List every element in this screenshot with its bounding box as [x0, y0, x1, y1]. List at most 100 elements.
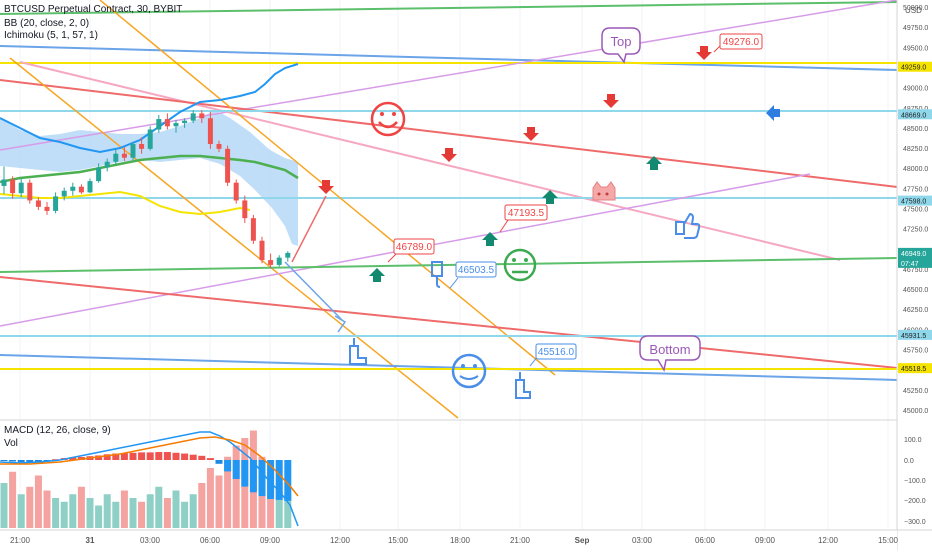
price-label-45516[interactable]: 45516.0 [529, 343, 577, 367]
time-axis[interactable]: 21:00 31 03:00 06:00 09:00 12:00 15:00 18:00 21:… [10, 536, 899, 545]
macd-hist-bar [181, 453, 189, 460]
time-tick-label: 06:00 [200, 536, 221, 545]
candle[interactable] [259, 236, 265, 264]
top-callout[interactable]: Top [601, 27, 641, 64]
price-marker: 45518.5 [898, 363, 932, 374]
macd-tick-label: −100.0 [904, 478, 926, 485]
red-projection-arrow[interactable] [291, 195, 327, 263]
candle[interactable] [35, 197, 41, 211]
orange-channel-lower[interactable] [9, 57, 459, 419]
candle[interactable] [96, 163, 102, 183]
buy-signals [369, 156, 662, 282]
blue-trendline-top[interactable] [0, 45, 898, 71]
macd-indicator-label[interactable]: MACD (12, 26, close, 9) [4, 425, 111, 436]
candle[interactable] [44, 202, 50, 215]
candle[interactable] [10, 176, 16, 199]
price-marker-label: 45931.5 [901, 333, 926, 340]
pink-trendline[interactable] [19, 61, 841, 261]
candle[interactable] [250, 214, 256, 244]
blue-projection-path[interactable] [284, 261, 347, 333]
ichimoku-indicator-label[interactable]: Ichimoku (5, 1, 57, 1) [4, 30, 98, 41]
time-tick-label: 15:00 [388, 536, 409, 545]
candle[interactable] [121, 147, 127, 161]
price-tick-label: 47500.0 [903, 206, 928, 213]
price-label-47193[interactable]: 47193.5 [499, 204, 548, 233]
price-axis[interactable]: 50000.0 49750.0 49500.0 49000.0 48750.0 48500… [903, 5, 928, 415]
candle[interactable] [216, 140, 222, 153]
currency-label: USD [905, 6, 922, 15]
macd-hist-bar [241, 460, 249, 487]
volume-bar [215, 475, 223, 528]
candle[interactable] [164, 113, 170, 130]
macd-hist-bar [69, 457, 77, 460]
candle[interactable] [190, 110, 196, 124]
green-trendline-top[interactable] [0, 1, 898, 15]
candle[interactable] [233, 179, 239, 204]
macd-hist-bar [198, 455, 206, 460]
up-arrow-icon [369, 268, 385, 282]
volume-bar [172, 490, 180, 528]
volume-bar [112, 501, 120, 528]
price-tick-label: 47750.0 [903, 186, 928, 193]
candle[interactable] [113, 149, 119, 165]
candle[interactable] [199, 110, 205, 124]
candle[interactable] [87, 178, 93, 194]
macd-tick-label: −300.0 [904, 519, 926, 526]
bottom-callout[interactable]: Bottom [639, 335, 701, 373]
red-trendline-upper[interactable] [0, 79, 898, 188]
price-label-49276[interactable]: 49276.0 [713, 33, 763, 53]
candle[interactable] [78, 184, 84, 194]
thumbs-up-icon [675, 212, 701, 239]
candle[interactable] [156, 115, 162, 133]
blue-trendline-bottom[interactable] [0, 354, 898, 381]
price-label-45516-text: 45516.0 [538, 347, 575, 358]
time-tick-label: 31 [86, 536, 95, 545]
up-arrow-icon [542, 190, 558, 204]
purple-trendline-upper[interactable] [0, 0, 898, 151]
candle[interactable] [139, 137, 145, 154]
price-marker-label: 49259.0 [901, 65, 926, 72]
macd-hist-bar [103, 454, 111, 460]
price-marker: 46949.0 07:47 [898, 247, 932, 268]
macd-hist-bar [95, 455, 103, 460]
time-tick-label: Sep [575, 536, 590, 545]
macd-tick-label: 100.0 [904, 437, 922, 444]
vol-indicator-label[interactable]: Vol [4, 438, 18, 449]
smile-emoji-icon [370, 101, 406, 137]
bb-indicator-label[interactable]: BB (20, close, 2, 0) [4, 18, 89, 29]
macd-hist-bar [17, 460, 25, 463]
price-tick-label: 50000.0 [903, 5, 928, 12]
price-label-46503[interactable]: 46503.5 [449, 261, 497, 289]
candle[interactable] [70, 182, 76, 196]
candlesticks[interactable] [1, 110, 291, 269]
neutral-emoji-icon [503, 248, 537, 282]
macd-axis[interactable]: 100.0 0.0 −100.0 −200.0 −300.0 [904, 437, 926, 526]
candle[interactable] [53, 192, 59, 214]
candle[interactable] [242, 195, 248, 223]
up-arrow-icon [482, 232, 498, 246]
drawings[interactable] [0, 0, 898, 419]
candle[interactable] [276, 255, 282, 267]
candle[interactable] [104, 158, 110, 172]
candle[interactable] [1, 166, 7, 194]
candle[interactable] [27, 179, 33, 204]
candle[interactable] [18, 177, 24, 198]
red-trendline-lower[interactable] [0, 276, 898, 369]
up-arrow-icon [646, 156, 662, 170]
candle[interactable] [147, 126, 153, 151]
candle[interactable] [182, 118, 188, 128]
candle[interactable] [207, 111, 213, 149]
candle[interactable] [61, 187, 67, 201]
macd-hist-bar [267, 460, 275, 499]
candle[interactable] [268, 253, 274, 269]
candle[interactable] [285, 251, 291, 262]
candle[interactable] [130, 141, 136, 161]
cat-emoji-icon [592, 181, 616, 201]
macd-line [0, 431, 299, 527]
candle[interactable] [225, 145, 231, 186]
price-label-46789[interactable]: 46789.0 [387, 238, 435, 263]
candle[interactable] [173, 119, 179, 133]
green-trendline-mid[interactable] [0, 257, 898, 273]
